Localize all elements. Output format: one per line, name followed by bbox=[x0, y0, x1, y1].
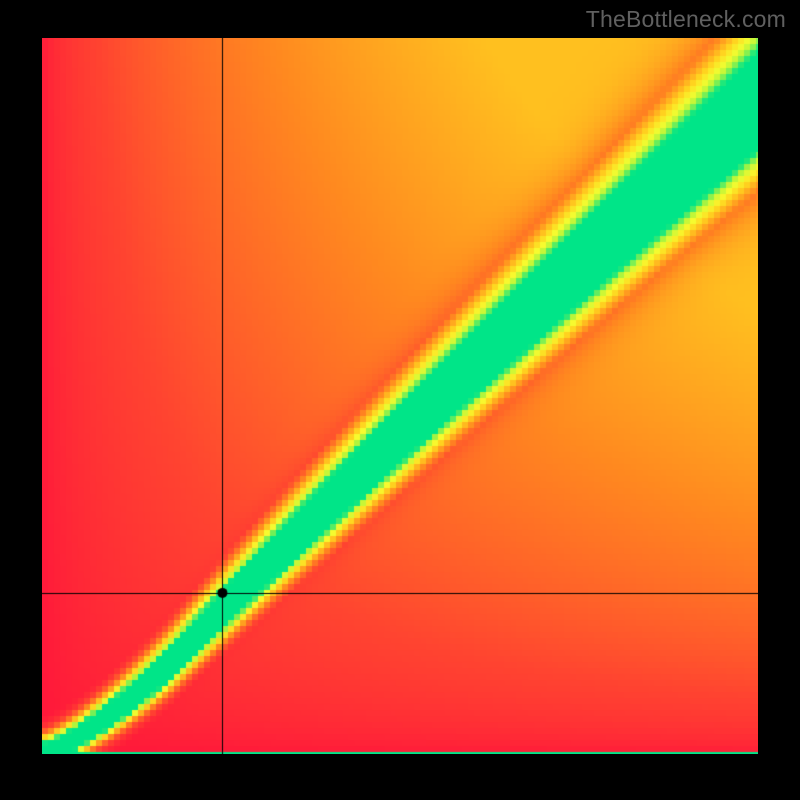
chart-container: TheBottleneck.com bbox=[0, 0, 800, 800]
watermark-text: TheBottleneck.com bbox=[586, 6, 786, 33]
bottleneck-heatmap bbox=[42, 38, 758, 754]
